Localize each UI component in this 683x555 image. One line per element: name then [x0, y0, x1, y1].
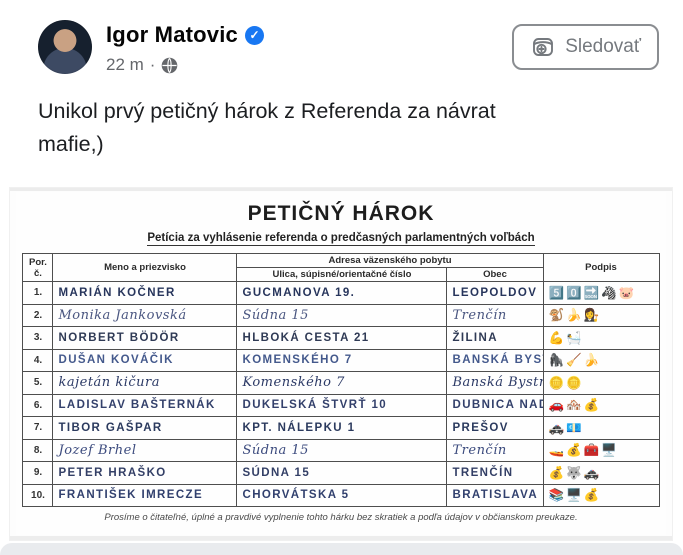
petition-title: PETIČNÝ HÁROK: [247, 202, 435, 225]
signer-name: LADISLAV BAŠTERNÁK: [52, 393, 238, 417]
signer-street: GUCMANOVA 19.: [236, 281, 448, 305]
petition-subtitle: Petícia za vyhlásenie referenda o predča…: [147, 232, 535, 246]
meta-separator: ·: [149, 55, 156, 74]
petition-image[interactable]: PETIČNÝ HÁROK Petícia za vyhlásenie refe…: [10, 188, 672, 540]
avatar[interactable]: [38, 20, 92, 74]
table-row: 6. LADISLAV BAŠTERNÁK DUKELSKÁ ŠTVRŤ 10 …: [22, 393, 660, 417]
signer-signature-emojis: 🦍🧹🍌: [542, 348, 660, 372]
signer-signature-emojis: 📚🖥️💰: [542, 483, 660, 507]
row-number: 5.: [22, 371, 54, 395]
header-city: Obec: [446, 267, 544, 282]
signer-street: HLBOKÁ CESTA 21: [236, 326, 448, 350]
signer-city: Banská Bystrica: [446, 371, 544, 395]
signer-city: Trenčín: [446, 438, 544, 462]
signer-name: Jozef Brhel: [52, 438, 238, 462]
table-row: 10. FRANTIŠEK IMRECZE CHORVÁTSKA 5 BRATI…: [22, 483, 660, 507]
table-row: 3. NORBERT BÖDÖR HLBOKÁ CESTA 21 ŽILINA …: [22, 326, 660, 350]
signer-signature-emojis: 5️⃣0️⃣🔜🦓🐷: [542, 281, 660, 305]
globe-icon: [161, 57, 178, 74]
signer-signature-emojis: 💪🛀: [542, 326, 660, 350]
signer-street: KPT. NÁLEPKU 1: [236, 416, 448, 440]
post-text-line2: mafie,): [38, 132, 104, 156]
signer-city: ŽILINA: [446, 326, 544, 350]
petition-table-body: 1. MARIÁN KOČNER GUCMANOVA 19. LEOPOLDOV…: [22, 281, 660, 507]
signer-street: CHORVÁTSKA 5: [236, 483, 448, 507]
signer-name: Monika Jankovská: [52, 303, 238, 327]
signer-street: SÚDNA 15: [236, 461, 448, 485]
signer-street: Komenského 7: [236, 371, 448, 395]
header-name: Meno a priezvisko: [52, 253, 238, 282]
petition-sheet: PETIČNÝ HÁROK Petícia za vyhlásenie refe…: [16, 192, 666, 535]
row-number: 4.: [22, 348, 54, 372]
header-number: Por. č.: [22, 253, 54, 282]
signer-street: Súdna 15: [236, 438, 448, 462]
signer-name: NORBERT BÖDÖR: [52, 326, 238, 350]
header-text: Igor Matovic ✓ 22 m ·: [106, 20, 264, 75]
row-number: 6.: [22, 393, 54, 417]
signer-name: TIBOR GAŠPAR: [52, 416, 238, 440]
signer-city: BRATISLAVA: [446, 483, 544, 507]
signer-name: DUŠAN KOVÁČIK: [52, 348, 238, 372]
follow-button[interactable]: Sledovať: [512, 24, 659, 70]
signer-city: Trenčín: [446, 303, 544, 327]
follow-icon: [530, 34, 556, 60]
table-row: 4. DUŠAN KOVÁČIK KOMENSKÉHO 7 BANSKÁ BYS…: [22, 348, 660, 372]
signer-city: LEOPOLDOV: [446, 281, 544, 305]
image-bottom-bar: [0, 543, 683, 555]
signer-name: kajetán kičura: [52, 371, 238, 395]
signer-city: PREŠOV: [446, 416, 544, 440]
signer-signature-emojis: 💰🐺🚓: [542, 461, 660, 485]
table-row: 2. Monika Jankovská Súdna 15 Trenčín 🐒🍌👩…: [22, 303, 660, 327]
signer-street: KOMENSKÉHO 7: [236, 348, 448, 372]
author-name[interactable]: Igor Matovic: [106, 22, 238, 47]
verified-badge-icon: ✓: [244, 25, 264, 45]
signer-city: TRENČÍN: [446, 461, 544, 485]
petition-footnote: Prosíme o čitateľné, úplné a pravdivé vy…: [104, 512, 578, 523]
table-row: 8. Jozef Brhel Súdna 15 Trenčín 🚤💰🧰🖥️: [22, 438, 660, 462]
signer-name: PETER HRAŠKO: [52, 461, 238, 485]
petition-table: Por. č. Meno a priezvisko Adresa väzensk…: [22, 253, 660, 507]
signer-street: Súdna 15: [236, 303, 448, 327]
header-street: Ulica, súpisné/orientačné číslo: [236, 267, 448, 282]
row-number: 9.: [22, 461, 54, 485]
signer-street: DUKELSKÁ ŠTVRŤ 10: [236, 393, 448, 417]
row-number: 10.: [22, 483, 54, 507]
table-row: 1. MARIÁN KOČNER GUCMANOVA 19. LEOPOLDOV…: [22, 281, 660, 305]
signer-signature-emojis: 🚤💰🧰🖥️: [542, 438, 660, 462]
signer-signature-emojis: 🚓💶: [542, 416, 660, 440]
signer-signature-emojis: 🪙🪙: [542, 371, 660, 395]
table-row: 7. TIBOR GAŠPAR KPT. NÁLEPKU 1 PREŠOV 🚓💶: [22, 416, 660, 440]
signer-name: MARIÁN KOČNER: [52, 281, 238, 305]
signer-city: BANSKÁ BYSTRICA: [446, 348, 544, 372]
signer-name: FRANTIŠEK IMRECZE: [52, 483, 238, 507]
header-address-group: Adresa väzenského pobytu: [236, 253, 544, 268]
row-number: 1.: [22, 281, 54, 305]
row-number: 8.: [22, 438, 54, 462]
timestamp[interactable]: 22 m: [106, 55, 144, 74]
table-row: 9. PETER HRAŠKO SÚDNA 15 TRENČÍN 💰🐺🚓: [22, 461, 660, 485]
post-text: Unikol prvý petičný hárok z Referenda za…: [0, 75, 683, 161]
post-header: Igor Matovic ✓ 22 m · Sledovať: [0, 0, 683, 75]
header-signature: Podpis: [542, 253, 660, 282]
follow-button-label: Sledovať: [565, 36, 641, 57]
row-number: 2.: [22, 303, 54, 327]
row-number: 7.: [22, 416, 54, 440]
row-number: 3.: [22, 326, 54, 350]
post-text-line1: Unikol prvý petičný hárok z Referenda za…: [38, 99, 496, 123]
signer-signature-emojis: 🐒🍌👩‍⚖️: [542, 303, 660, 327]
signer-city: DUBNICA NAD VÁHOM: [446, 393, 544, 417]
table-row: 5. kajetán kičura Komenského 7 Banská By…: [22, 371, 660, 395]
signer-signature-emojis: 🚗🏘️💰: [542, 393, 660, 417]
